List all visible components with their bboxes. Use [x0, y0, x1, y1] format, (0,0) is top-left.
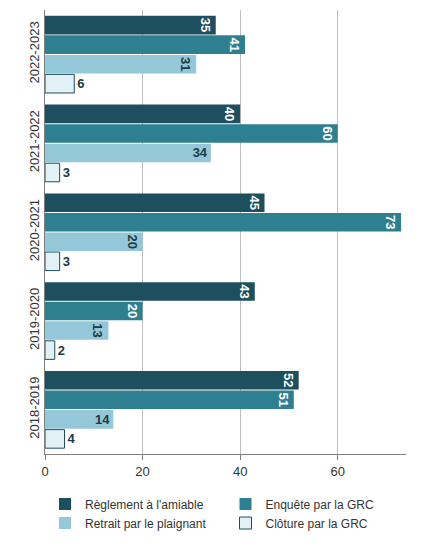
svg-text:4: 4	[68, 431, 76, 446]
svg-text:2022-2023: 2022-2023	[27, 21, 42, 83]
svg-text:60: 60	[330, 464, 344, 479]
svg-text:34: 34	[193, 145, 208, 160]
svg-text:45: 45	[247, 195, 262, 209]
svg-text:0: 0	[41, 464, 48, 479]
svg-text:51: 51	[276, 393, 291, 407]
svg-text:73: 73	[383, 215, 398, 229]
svg-text:35: 35	[198, 18, 213, 32]
svg-text:40: 40	[222, 107, 237, 121]
svg-text:Clôture par la GRC: Clôture par la GRC	[266, 517, 368, 531]
svg-text:3: 3	[63, 254, 70, 269]
svg-text:2: 2	[58, 343, 65, 358]
svg-text:20: 20	[125, 304, 140, 318]
svg-text:20: 20	[125, 235, 140, 249]
svg-text:40: 40	[233, 464, 247, 479]
svg-text:60: 60	[320, 126, 335, 140]
svg-text:Règlement à l'amiable: Règlement à l'amiable	[85, 498, 204, 512]
svg-text:Enquête par la GRC: Enquête par la GRC	[266, 498, 374, 512]
svg-text:2021-2022: 2021-2022	[27, 110, 42, 172]
svg-text:2019-2020: 2019-2020	[27, 288, 42, 350]
svg-text:3: 3	[63, 165, 70, 180]
svg-text:20: 20	[135, 464, 149, 479]
svg-text:2020-2021: 2020-2021	[27, 199, 42, 261]
svg-text:52: 52	[281, 373, 296, 387]
svg-text:41: 41	[227, 37, 242, 51]
svg-text:14: 14	[95, 412, 110, 427]
svg-text:Retrait par le plaignant: Retrait par le plaignant	[85, 517, 206, 531]
svg-text:2018-2019: 2018-2019	[27, 377, 42, 439]
svg-text:13: 13	[90, 323, 105, 337]
svg-text:6: 6	[77, 76, 84, 91]
svg-text:31: 31	[178, 57, 193, 71]
svg-text:43: 43	[237, 284, 252, 298]
